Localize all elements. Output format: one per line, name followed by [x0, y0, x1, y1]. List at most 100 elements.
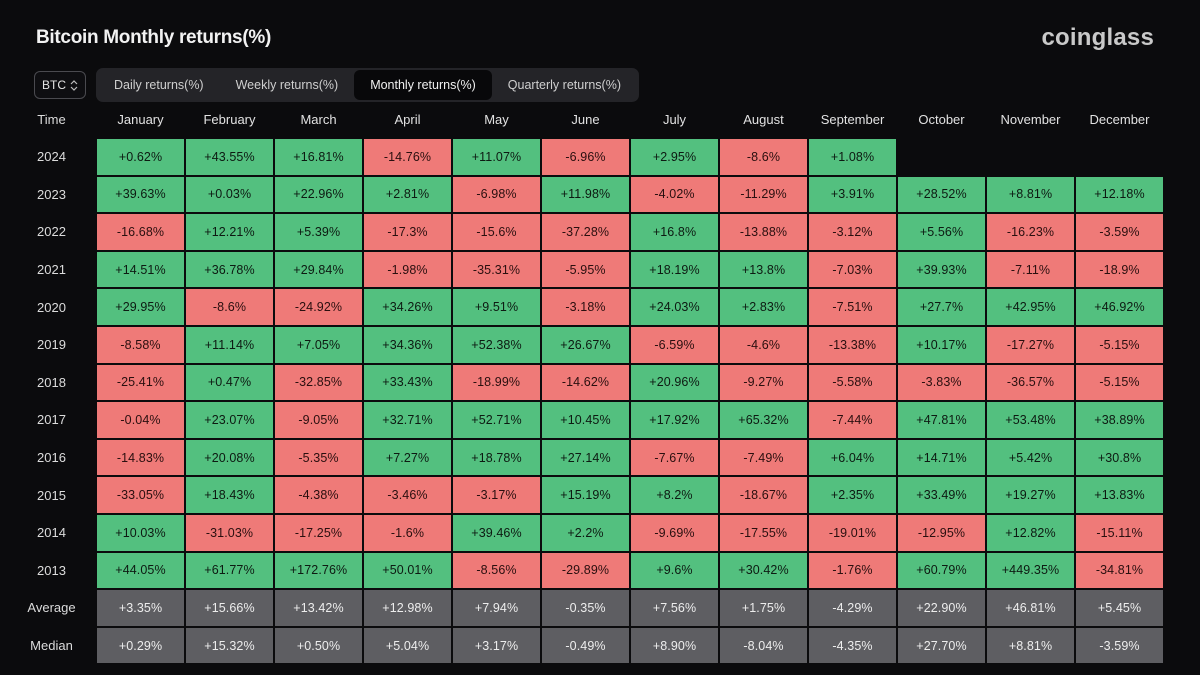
return-cell[interactable]: +29.95% [97, 289, 184, 325]
return-cell[interactable]: -18.99% [453, 364, 540, 401]
return-cell[interactable]: -1.98% [364, 251, 451, 288]
return-cell[interactable]: +11.07% [453, 139, 540, 175]
return-cell[interactable]: +20.08% [186, 439, 273, 476]
return-cell[interactable]: +12.18% [1076, 176, 1163, 213]
summary-cell[interactable]: +46.81% [987, 590, 1074, 626]
return-cell[interactable]: +27.14% [542, 439, 629, 476]
return-cell[interactable]: +47.81% [898, 402, 985, 438]
return-cell[interactable]: -17.3% [364, 214, 451, 250]
return-cell[interactable]: -3.83% [898, 364, 985, 401]
return-cell[interactable]: +13.83% [1076, 477, 1163, 513]
return-cell[interactable]: -14.62% [542, 364, 629, 401]
return-cell[interactable]: +17.92% [631, 402, 718, 438]
return-cell[interactable]: -3.18% [542, 289, 629, 325]
return-cell[interactable]: +18.43% [186, 477, 273, 513]
return-cell[interactable]: +3.91% [809, 176, 896, 213]
tab-weekly-returns[interactable]: Weekly returns(%) [235, 78, 339, 92]
return-cell[interactable]: -8.6% [720, 139, 807, 175]
summary-cell[interactable]: -4.35% [809, 627, 896, 664]
return-cell[interactable]: +29.84% [275, 251, 362, 288]
summary-cell[interactable]: +22.90% [898, 590, 985, 626]
return-cell[interactable]: +8.81% [987, 176, 1074, 213]
return-cell[interactable]: +14.71% [898, 439, 985, 476]
return-cell[interactable]: -15.11% [1076, 514, 1163, 551]
return-cell[interactable]: -7.67% [631, 439, 718, 476]
return-cell[interactable]: -5.95% [542, 251, 629, 288]
return-cell[interactable]: +52.38% [453, 326, 540, 363]
return-cell[interactable]: -4.02% [631, 176, 718, 213]
return-cell[interactable]: +2.35% [809, 477, 896, 513]
return-cell[interactable]: -6.59% [631, 326, 718, 363]
return-cell[interactable]: +12.21% [186, 214, 273, 250]
return-cell[interactable]: -29.89% [542, 552, 629, 589]
return-cell[interactable]: -4.6% [720, 326, 807, 363]
return-cell[interactable]: +30.42% [720, 552, 807, 589]
return-cell[interactable]: -33.05% [97, 477, 184, 513]
summary-cell[interactable]: +7.56% [631, 590, 718, 626]
return-cell[interactable]: +10.45% [542, 402, 629, 438]
return-cell[interactable]: -8.58% [97, 326, 184, 363]
asset-select[interactable]: BTC [34, 71, 86, 99]
return-cell[interactable]: +33.49% [898, 477, 985, 513]
return-cell[interactable]: +19.27% [987, 477, 1074, 513]
return-cell[interactable]: +2.95% [631, 139, 718, 175]
summary-cell[interactable]: +5.04% [364, 627, 451, 664]
return-cell[interactable]: +10.17% [898, 326, 985, 363]
summary-cell[interactable]: +12.98% [364, 590, 451, 626]
return-cell[interactable]: +39.63% [97, 176, 184, 213]
return-cell[interactable]: -34.81% [1076, 552, 1163, 589]
return-cell[interactable]: -3.12% [809, 214, 896, 250]
return-cell[interactable]: -3.59% [1076, 214, 1163, 250]
return-cell[interactable]: -37.28% [542, 214, 629, 250]
return-cell[interactable]: -9.27% [720, 364, 807, 401]
return-cell[interactable]: +15.19% [542, 477, 629, 513]
return-cell[interactable]: -13.88% [720, 214, 807, 250]
return-cell[interactable]: +13.8% [720, 251, 807, 288]
return-cell[interactable]: +7.27% [364, 439, 451, 476]
return-cell[interactable]: -14.76% [364, 139, 451, 175]
return-cell[interactable]: -1.76% [809, 552, 896, 589]
return-cell[interactable]: +65.32% [720, 402, 807, 438]
summary-cell[interactable]: +13.42% [275, 590, 362, 626]
return-cell[interactable]: +5.39% [275, 214, 362, 250]
return-cell[interactable]: +20.96% [631, 364, 718, 401]
coinglass-logo[interactable]: coinglass [1041, 24, 1154, 51]
return-cell[interactable]: -7.44% [809, 402, 896, 438]
return-cell[interactable]: -15.6% [453, 214, 540, 250]
summary-cell[interactable]: +3.17% [453, 627, 540, 664]
return-cell[interactable]: -7.49% [720, 439, 807, 476]
return-cell[interactable]: +0.03% [186, 176, 273, 213]
return-cell[interactable]: +50.01% [364, 552, 451, 589]
return-cell[interactable]: +18.78% [453, 439, 540, 476]
return-cell[interactable]: -3.17% [453, 477, 540, 513]
return-cell[interactable]: -7.11% [987, 251, 1074, 288]
return-cell[interactable]: +39.93% [898, 251, 985, 288]
return-cell[interactable]: -24.92% [275, 289, 362, 325]
return-cell[interactable]: -36.57% [987, 364, 1074, 401]
return-cell[interactable]: -9.05% [275, 402, 362, 438]
return-cell[interactable]: +5.56% [898, 214, 985, 250]
return-cell[interactable]: +32.71% [364, 402, 451, 438]
return-cell[interactable]: -8.56% [453, 552, 540, 589]
return-cell[interactable]: -35.31% [453, 251, 540, 288]
return-cell[interactable]: -25.41% [97, 364, 184, 401]
return-cell[interactable]: -11.29% [720, 176, 807, 213]
return-cell[interactable]: +30.8% [1076, 439, 1163, 476]
return-cell[interactable]: +7.05% [275, 326, 362, 363]
summary-cell[interactable]: +8.81% [987, 627, 1074, 664]
return-cell[interactable]: +60.79% [898, 552, 985, 589]
return-cell[interactable]: -0.04% [97, 402, 184, 438]
summary-cell[interactable]: +0.50% [275, 627, 362, 664]
return-cell[interactable]: +52.71% [453, 402, 540, 438]
summary-cell[interactable]: -8.04% [720, 627, 807, 664]
return-cell[interactable]: +22.96% [275, 176, 362, 213]
return-cell[interactable]: -17.25% [275, 514, 362, 551]
summary-cell[interactable]: +7.94% [453, 590, 540, 626]
return-cell[interactable]: -17.27% [987, 326, 1074, 363]
return-cell[interactable]: -19.01% [809, 514, 896, 551]
return-cell[interactable]: -12.95% [898, 514, 985, 551]
summary-cell[interactable]: +15.66% [186, 590, 273, 626]
return-cell[interactable]: +10.03% [97, 514, 184, 551]
return-cell[interactable]: +172.76% [275, 552, 362, 589]
summary-cell[interactable]: +3.35% [97, 590, 184, 626]
